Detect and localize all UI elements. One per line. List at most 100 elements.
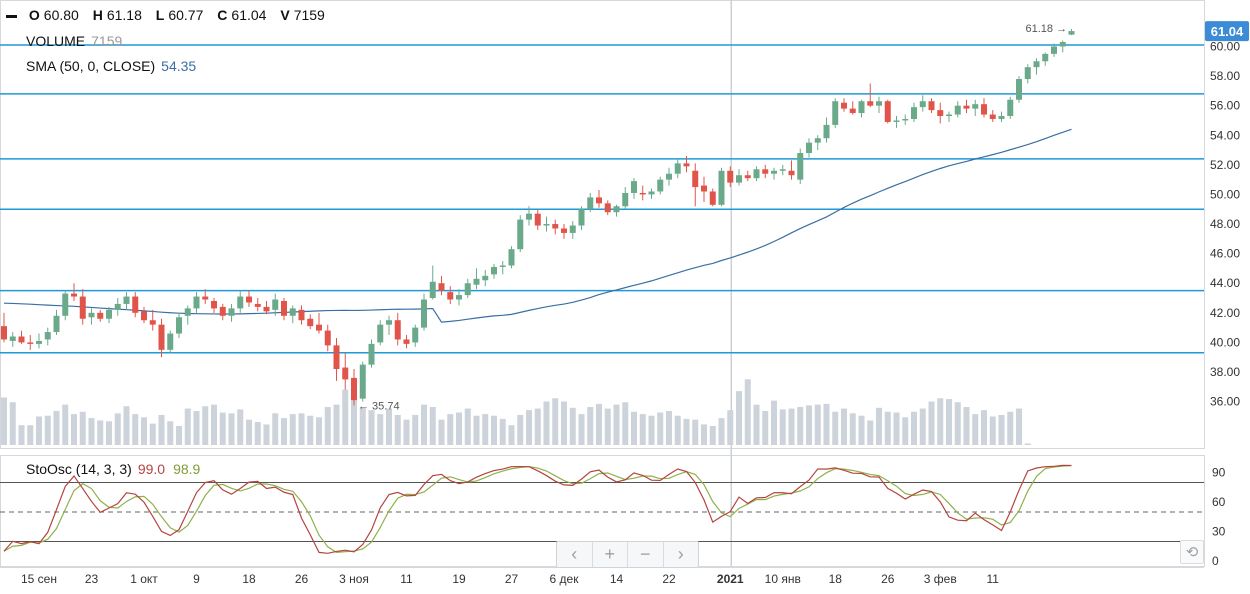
price-tick-label: 48.00	[1210, 217, 1240, 231]
candle-body	[237, 296, 244, 309]
candle-body	[1016, 79, 1022, 100]
volume-bar	[718, 418, 725, 445]
volume-bar	[893, 412, 900, 445]
candle-body	[1, 326, 7, 340]
sma-line	[3, 128, 1072, 323]
scroll-left-button[interactable]: ‹	[557, 542, 593, 567]
volume-bar	[613, 404, 620, 445]
time-tick-label: 26	[295, 572, 309, 586]
candle-body	[429, 281, 436, 299]
volume-bar	[753, 404, 760, 445]
candle-body	[972, 104, 979, 109]
candle-body	[36, 340, 42, 344]
volume-bar	[324, 407, 331, 445]
volume-bar	[141, 417, 147, 445]
zoom-in-button[interactable]: +	[593, 542, 628, 567]
candle-body	[709, 191, 716, 205]
volume-bar	[972, 414, 979, 445]
candle-body	[167, 333, 174, 350]
volume-bar	[254, 422, 261, 445]
candle-body	[657, 179, 664, 192]
volume-bar	[849, 413, 856, 445]
volume-bar	[919, 408, 926, 445]
candle-body	[473, 278, 480, 285]
volume-bar	[1007, 411, 1014, 445]
candle-body	[18, 336, 25, 343]
candle-body	[421, 299, 427, 328]
last-price-label: 61.04	[1211, 24, 1244, 39]
price-tick-label: 46.00	[1210, 247, 1240, 261]
volume-bar	[622, 402, 629, 445]
volume-bar	[1016, 408, 1022, 445]
candle-body	[604, 203, 611, 213]
volume-bar	[132, 414, 139, 445]
candle-body	[1051, 46, 1057, 54]
stoch-legend[interactable]: StoOsc (14, 3, 3) 99.0 98.9	[26, 460, 200, 478]
volume-bar	[114, 413, 121, 445]
volume-bar	[534, 408, 541, 445]
volume-bar	[316, 417, 322, 445]
volume-bar	[814, 404, 821, 445]
volume-bar	[298, 413, 305, 445]
close-label: C	[217, 7, 228, 23]
volume-bar	[473, 415, 480, 445]
low-marker-label: ← 35.74	[358, 400, 400, 412]
time-tick-label: 18	[829, 572, 843, 586]
scroll-right-button[interactable]: ›	[677, 544, 684, 564]
time-tick-label: 3 фев	[924, 572, 957, 586]
volume-legend[interactable]: VOLUME 7159	[26, 32, 122, 50]
candle-body	[324, 330, 331, 346]
candle-body	[954, 105, 961, 115]
volume-bar	[289, 414, 296, 445]
sma-legend[interactable]: SMA (50, 0, CLOSE) 54.35	[26, 57, 196, 75]
candle-body	[788, 170, 795, 176]
candle-body	[377, 324, 384, 343]
volume-bar	[552, 398, 559, 445]
volume-bar	[412, 414, 419, 445]
price-tick-label: 36.00	[1210, 395, 1240, 409]
volume-bar	[771, 400, 777, 445]
volume-bar	[499, 418, 506, 445]
volume-bar	[403, 419, 410, 445]
candle-body	[718, 170, 725, 205]
time-tick-label: 14	[610, 572, 624, 586]
volume-bar	[158, 414, 165, 445]
volume-bar	[666, 410, 672, 445]
stoch-d-line	[3, 465, 1072, 553]
candle-body	[552, 224, 559, 229]
volume-bar	[806, 405, 812, 445]
volume-bar	[211, 404, 217, 445]
zoom-out-button[interactable]: −	[628, 542, 664, 567]
volume-bar	[272, 413, 279, 445]
volume-bar	[342, 389, 349, 445]
collapse-icon[interactable]	[6, 14, 17, 18]
volume-bar	[578, 414, 585, 445]
candle-body	[578, 209, 585, 226]
sma-legend-label: SMA (50, 0, CLOSE)	[26, 58, 156, 74]
price-tick-label: 60.00	[1210, 39, 1240, 53]
reset-zoom-button[interactable]: ⟲	[1180, 540, 1204, 564]
volume-bar	[377, 414, 384, 445]
volume-legend-label: VOLUME	[26, 33, 86, 49]
volume-bar	[639, 414, 646, 445]
open-label: O	[28, 7, 40, 23]
candle-body	[902, 118, 909, 121]
candle-body	[814, 138, 821, 143]
candle-body	[53, 315, 60, 333]
candle-body	[149, 320, 156, 325]
candle-body	[228, 308, 235, 316]
volume-bar	[736, 391, 742, 445]
candle-body	[27, 342, 34, 344]
time-tick-label: 19	[452, 572, 466, 586]
time-tick-label: 1 окт	[130, 572, 158, 586]
volume-bar	[946, 399, 952, 445]
volume-bar	[841, 408, 847, 445]
candle-body	[744, 175, 751, 179]
volume-bar	[911, 411, 917, 445]
candle-body	[491, 266, 497, 275]
candles	[1, 29, 1075, 406]
volume-bar	[884, 411, 891, 445]
time-tick-label: 11	[987, 572, 1000, 586]
